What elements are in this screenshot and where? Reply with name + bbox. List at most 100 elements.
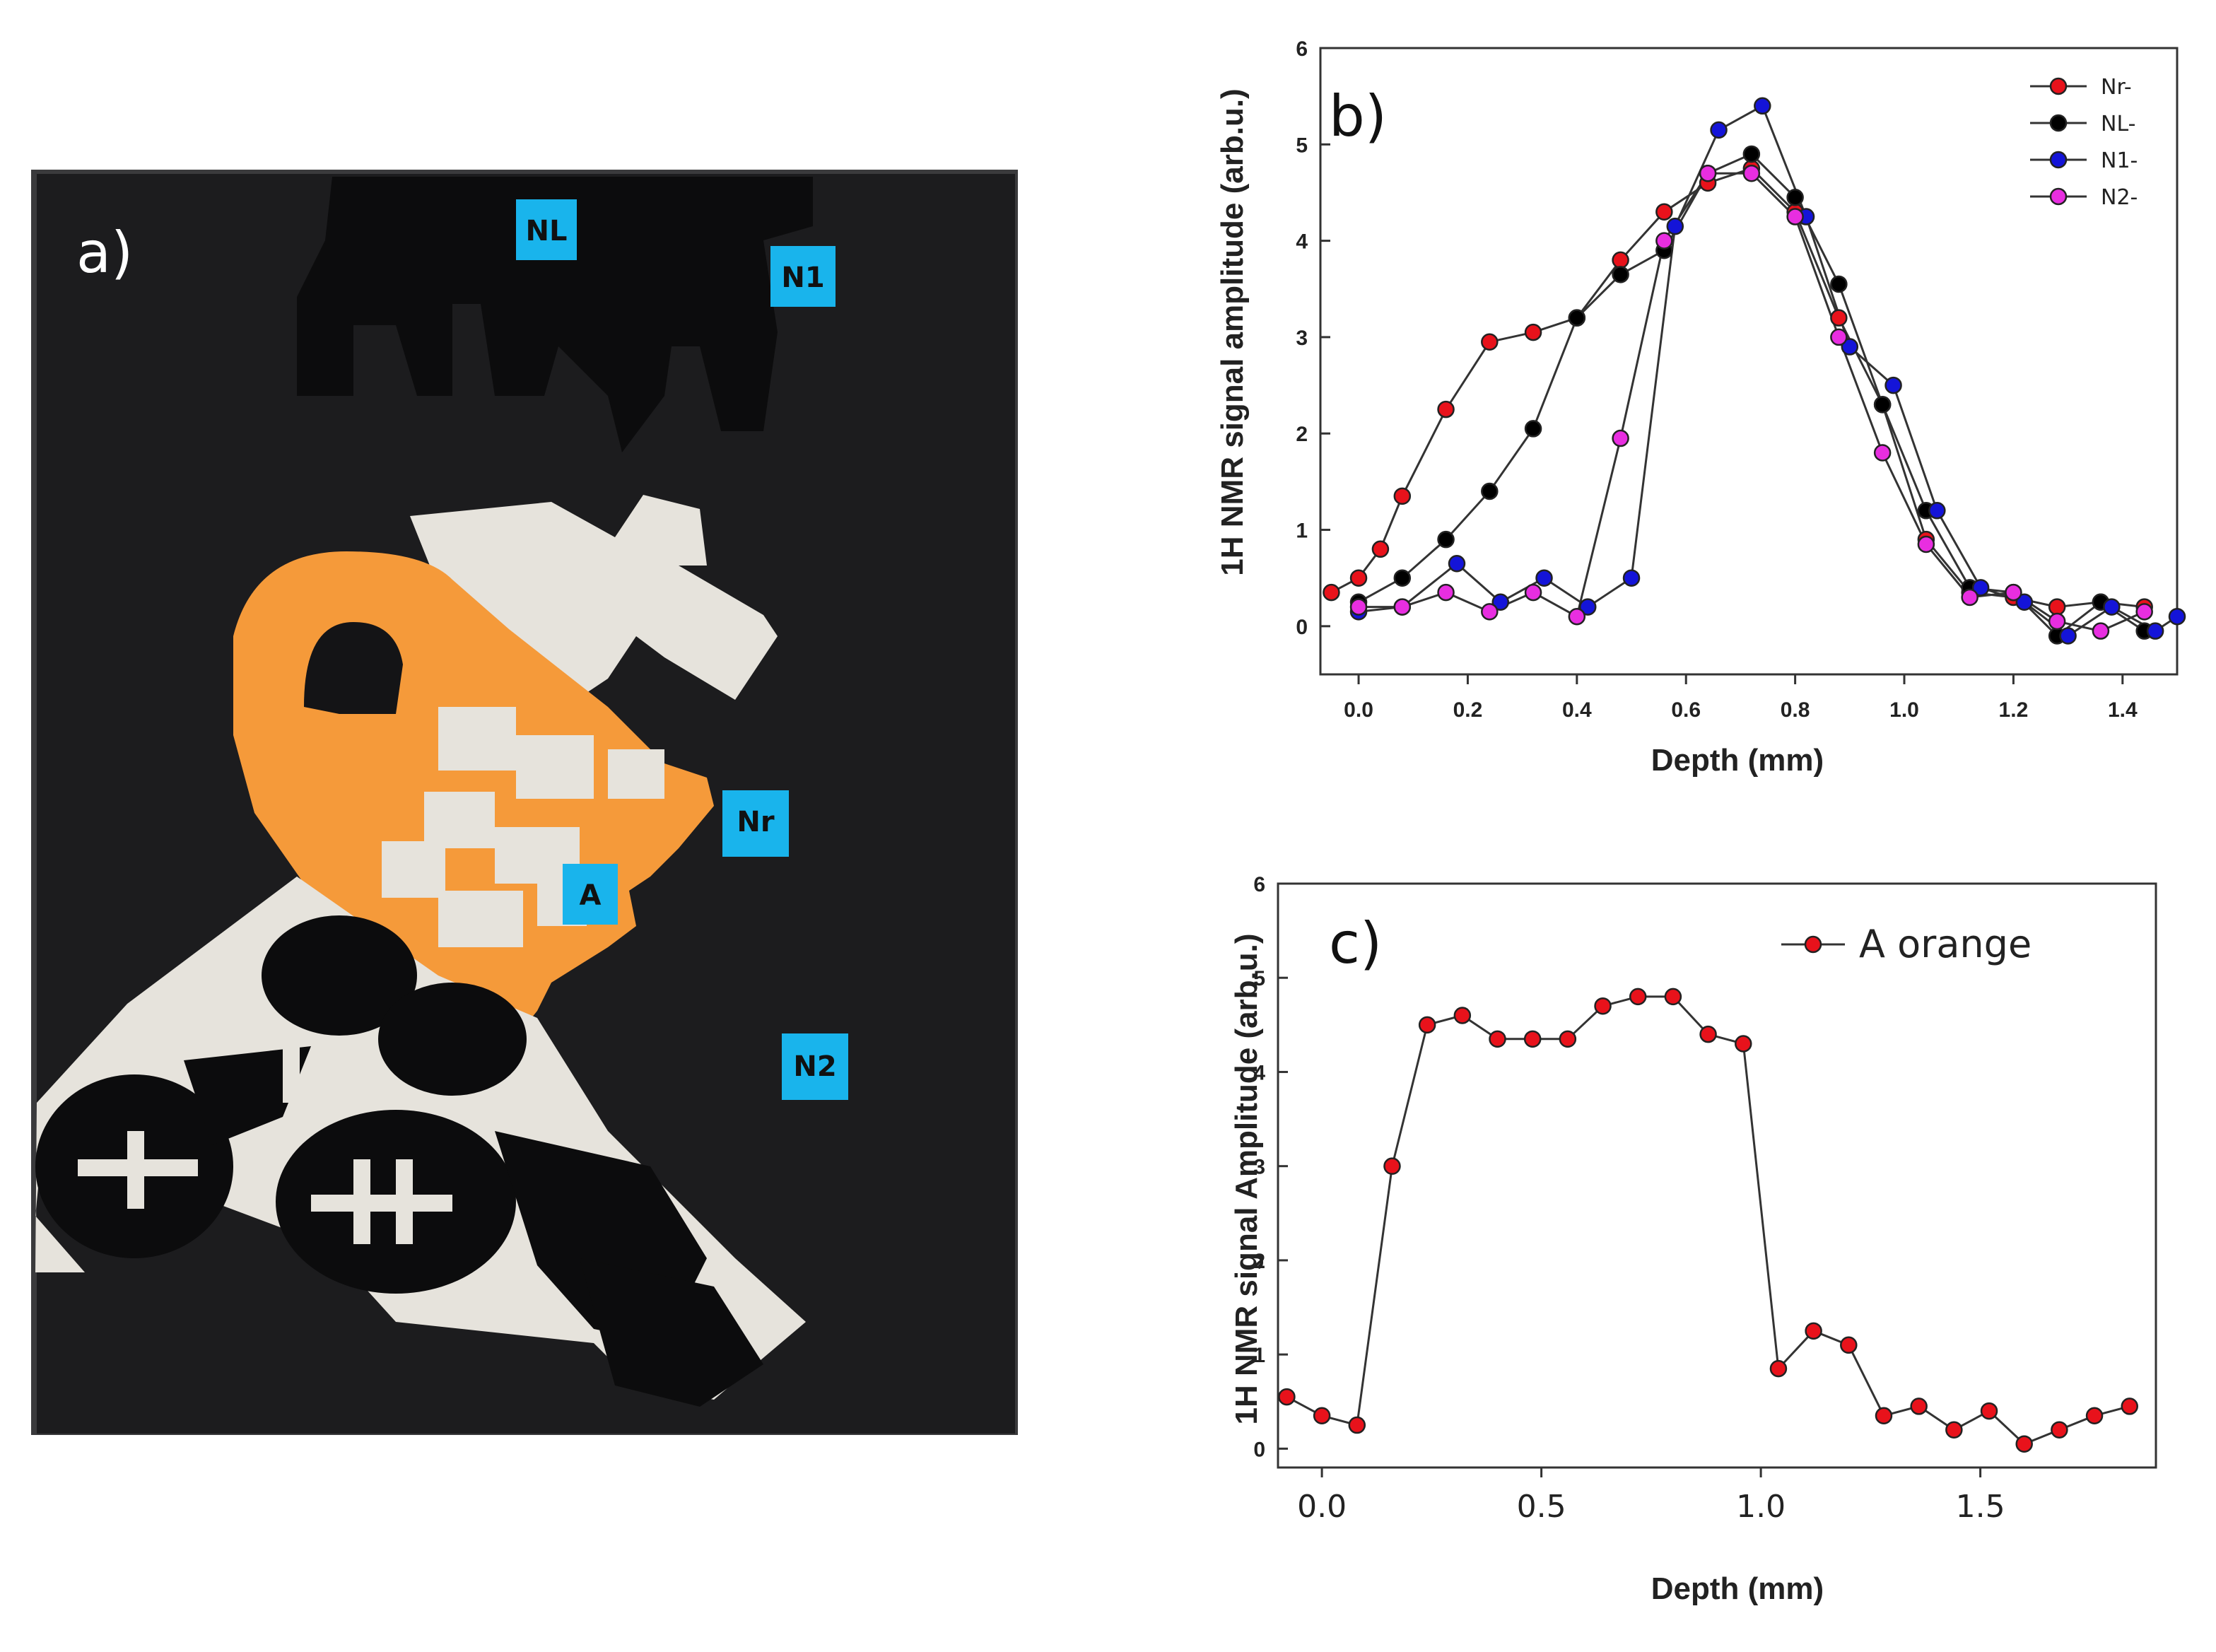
chart-b-y-tick-label: 6 — [1296, 37, 1308, 61]
chart-c-x-ticks: 0.0 0.5 1.0 1.5 — [1297, 1468, 2005, 1525]
chart-b-point-nr — [2048, 598, 2066, 616]
chart-c-point-a-orange — [1559, 1030, 1577, 1048]
chart-b-legend-marker-nl — [2049, 114, 2068, 132]
chart-c-legend-marker-a-orange — [1804, 935, 1822, 954]
chart-b-point-n2 — [1742, 164, 1761, 182]
chart-b-panel-label: b) — [1329, 83, 1387, 149]
sample-tag-a-box — [563, 864, 618, 925]
chart-c-point-a-orange — [1664, 988, 1682, 1006]
chart-c-x-tick-label: 1.0 — [1736, 1489, 1786, 1525]
chart-b-legend-marker-n1 — [2049, 151, 2068, 169]
sample-tag-nl-label: NL — [526, 215, 568, 247]
chart-b-legend: Nr- NL- N1- N2- — [2030, 75, 2138, 210]
chart-b-point-n1 — [1754, 97, 1771, 115]
chart-b-point-n1 — [2103, 598, 2121, 616]
sample-tag-n1-label: N1 — [781, 262, 824, 294]
chart-c-point-a-orange — [1523, 1030, 1542, 1048]
panel-a-label: a) — [76, 220, 133, 286]
chart-b-point-nr — [1393, 487, 1412, 505]
sample-tag-n1: N1 — [770, 246, 836, 307]
sample-tag-n2: N2 — [782, 1033, 848, 1100]
chart-c-point-a-orange — [2051, 1421, 2068, 1439]
chart-c-series — [1278, 988, 2138, 1453]
chart-b-legend-marker-n2 — [2049, 187, 2068, 206]
black-cutout-top — [297, 177, 813, 452]
chart-b-point-n2 — [1961, 588, 1978, 607]
sample-tag-nl: NL — [516, 199, 577, 260]
chart-b-x-tick-label: 0.6 — [1671, 698, 1701, 722]
chart-b-x-tick-label: 0.0 — [1344, 698, 1373, 722]
chart-b-y-tick-label: 5 — [1296, 134, 1308, 157]
sample-tag-a-label: A — [580, 879, 602, 912]
chart-b-x-tick-label: 0.2 — [1453, 698, 1483, 722]
chart-b-point-nl — [1612, 266, 1629, 283]
white-teeth-pattern — [382, 707, 664, 947]
chart-b-point-n1 — [1622, 569, 1641, 587]
chart-b-legend-marker-nr — [2049, 77, 2068, 95]
chart-c-point-a-orange — [1875, 1407, 1893, 1424]
chart-b-point-nr — [1655, 203, 1673, 221]
chart-c-point-a-orange — [1348, 1416, 1366, 1434]
chart-b-point-nl — [1481, 482, 1499, 500]
chart-c-point-a-orange — [1453, 1007, 1472, 1024]
chart-b-point-nr — [1481, 333, 1499, 351]
chart-b-x-tick-label: 0.4 — [1562, 698, 1592, 722]
chart-b: 0 1 2 3 4 5 6 0.0 0.2 0.4 0.6 0.8 1.0 1.2 1.4 b) Dept… — [1215, 37, 2186, 778]
chart-b-point-n2 — [2048, 612, 2066, 631]
chart-c-point-a-orange — [1699, 1025, 1717, 1043]
chart-c-point-a-orange — [1278, 1388, 1296, 1406]
chart-b-point-nl — [1873, 396, 1892, 414]
chart-b-point-n2 — [1830, 328, 1848, 346]
chart-c-y-axis-title: 1H NMR signal Amplitude (arb.u.) — [1229, 933, 1264, 1424]
chart-b-y-tick-label: 4 — [1296, 230, 1308, 254]
chart-b-point-n1 — [1448, 554, 1466, 573]
chart-b-point-n1 — [1928, 502, 1946, 520]
chart-b-point-n1 — [1535, 569, 1553, 587]
chart-b-legend-label-nl: NL- — [2101, 112, 2135, 136]
white-motif-bars — [78, 1046, 452, 1244]
chart-b-point-nl — [1393, 569, 1412, 587]
chart-b-legend-label-n1: N1- — [2101, 148, 2138, 173]
chart-b-point-n2 — [1349, 598, 1368, 616]
chart-b-point-nr — [1612, 251, 1629, 269]
chart-c-point-a-orange — [1805, 1322, 1822, 1340]
chart-b-point-nr — [1830, 309, 1848, 327]
chart-c-x-axis-title: Depth (mm) — [1651, 1571, 1824, 1606]
chart-b-x-tick-label: 0.8 — [1781, 698, 1810, 722]
chart-c-point-a-orange — [1735, 1035, 1752, 1053]
chart-b-y-ticks: 0 1 2 3 4 5 6 — [1296, 37, 1330, 639]
chart-b-point-nl — [1742, 145, 1761, 163]
chart-c-point-a-orange — [1418, 1016, 1436, 1034]
chart-c: 0 1 2 3 4 5 6 0.0 0.5 1.0 1.5 c) Depth (mm) 1H NM… — [1229, 873, 2157, 1606]
chart-b-point-nr — [1371, 540, 1390, 558]
chart-b-point-n2 — [1612, 429, 1629, 447]
chart-c-point-a-orange — [2015, 1435, 2033, 1453]
chart-b-point-n2 — [1393, 598, 1412, 616]
chart-b-y-tick-label: 2 — [1296, 423, 1308, 446]
chart-b-point-n2 — [1481, 603, 1499, 621]
chart-b-point-n2 — [2092, 622, 2110, 640]
chart-c-point-a-orange — [2085, 1407, 2104, 1424]
chart-b-point-n1 — [2168, 607, 2186, 626]
chart-b-point-n2 — [2135, 603, 2153, 621]
chart-b-point-n2 — [1786, 208, 1804, 225]
chart-c-point-a-orange — [1594, 997, 1612, 1015]
chart-b-point-n2 — [1437, 583, 1455, 602]
chart-c-point-a-orange — [1489, 1030, 1506, 1048]
sample-tag-n2-label: N2 — [793, 1050, 836, 1083]
chart-b-point-n2 — [1873, 444, 1892, 462]
chart-b-point-n1 — [1491, 593, 1510, 611]
chart-c-point-a-orange — [1629, 988, 1647, 1006]
chart-b-point-n1 — [1579, 598, 1597, 616]
chart-c-legend: A orange — [1781, 922, 2032, 966]
chart-b-point-nl — [1830, 275, 1848, 293]
chart-c-y-ticks: 0 1 2 3 4 5 6 — [1253, 873, 1288, 1461]
chart-b-y-tick-label: 0 — [1296, 616, 1308, 639]
chart-b-y-tick-label: 1 — [1296, 520, 1308, 543]
chart-b-point-n1 — [1710, 121, 1728, 139]
chart-b-point-n2 — [1524, 583, 1542, 602]
panel-a-painting: a) NL N1 Nr A N2 — [31, 170, 1018, 1435]
black-motifs — [35, 915, 763, 1407]
orange-head-hole — [304, 622, 403, 714]
